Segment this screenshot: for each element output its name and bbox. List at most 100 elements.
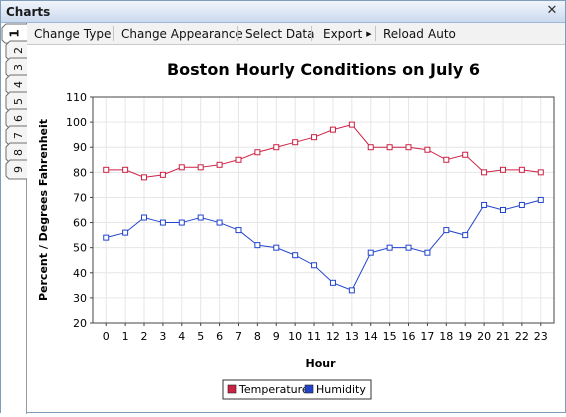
tab-5[interactable]: 5	[5, 91, 27, 112]
data-point	[537, 196, 544, 203]
legend-label: Humidity	[316, 383, 366, 396]
tab-9[interactable]: 9	[5, 159, 27, 180]
data-point	[537, 169, 544, 176]
x-tick-label: 3	[159, 330, 166, 343]
series-humidity	[103, 196, 544, 294]
tab-3[interactable]: 3	[5, 57, 27, 78]
x-tick-label: 9	[273, 330, 280, 343]
data-point	[254, 242, 261, 249]
close-icon[interactable]: ✕	[546, 3, 558, 18]
data-point	[159, 171, 166, 178]
x-tick-label: 19	[458, 330, 472, 343]
data-point	[122, 229, 129, 236]
data-point	[462, 151, 469, 158]
data-point	[367, 249, 374, 256]
tab-shape	[5, 159, 27, 180]
tab-4[interactable]: 4	[5, 74, 27, 95]
title-bar: Charts ✕	[1, 1, 565, 23]
export-label: Export	[323, 27, 363, 41]
toolbar-separator	[113, 26, 114, 41]
data-point	[159, 219, 166, 226]
tab-label: 8	[12, 149, 25, 156]
data-point	[273, 244, 280, 251]
data-point	[405, 144, 412, 151]
legend-box	[222, 379, 372, 400]
x-tick-label: 5	[197, 330, 204, 343]
x-tick-label: 10	[288, 330, 302, 343]
select-data-button[interactable]: Select Data	[245, 27, 315, 41]
data-point	[216, 161, 223, 168]
data-point	[292, 252, 299, 259]
y-tick-label: 40	[73, 267, 87, 280]
tab-strip: 1 2 3 4 5 6 7 8 9	[1, 23, 27, 180]
data-point	[443, 227, 450, 234]
data-point	[424, 249, 431, 256]
data-point	[443, 156, 450, 163]
data-point	[518, 201, 525, 208]
data-point	[178, 219, 185, 226]
chart-tabs: 1 2 3 4 5 6 7 8 9	[1, 23, 27, 414]
change-appearance-button[interactable]: Change Appearance	[121, 27, 243, 41]
tab-label: 9	[12, 166, 25, 173]
legend-label: Temperature	[238, 383, 309, 396]
x-tick-label: 23	[534, 330, 548, 343]
data-point	[499, 207, 506, 213]
data-point	[216, 219, 223, 226]
y-axis-label: Percent / Degrees Fahrenheit	[37, 119, 50, 301]
x-tick-label: 22	[515, 330, 529, 343]
chevron-right-icon: ▶	[366, 30, 372, 38]
series-line	[106, 124, 541, 178]
data-point	[405, 244, 412, 251]
x-tick-label: 2	[141, 330, 148, 343]
data-point	[235, 156, 242, 163]
data-point	[141, 174, 148, 181]
data-point	[197, 214, 204, 221]
plot-border	[92, 96, 555, 324]
tab-label: 6	[12, 115, 25, 122]
data-point	[178, 164, 185, 171]
legend-swatch	[304, 384, 314, 394]
data-point	[348, 121, 355, 128]
toolbar-separator	[237, 26, 238, 41]
line-chart: Boston Hourly Conditions on July 6203040…	[37, 60, 555, 400]
x-tick-label: 14	[364, 330, 378, 343]
data-point	[499, 166, 506, 173]
data-point	[386, 144, 393, 151]
x-tick-label: 18	[439, 330, 453, 343]
data-point	[367, 144, 374, 151]
tab-label: 4	[12, 81, 25, 88]
x-tick-label: 1	[122, 330, 129, 343]
data-point	[103, 234, 110, 241]
x-tick-label: 21	[496, 330, 510, 343]
tab-1[interactable]: 1	[1, 23, 27, 44]
tab-6[interactable]: 6	[5, 108, 27, 129]
data-point	[273, 144, 280, 151]
x-tick-label: 15	[383, 330, 397, 343]
tab-7[interactable]: 7	[5, 125, 27, 146]
data-point	[329, 279, 336, 286]
x-tick-label: 13	[345, 330, 359, 343]
y-tick-label: 100	[66, 116, 87, 129]
tab-label: 5	[12, 98, 25, 105]
x-tick-label: 16	[402, 330, 416, 343]
data-point	[348, 287, 355, 294]
export-menu[interactable]: Export ▶	[323, 27, 372, 41]
legend-swatch	[227, 384, 237, 394]
data-point	[386, 244, 393, 251]
tab-8[interactable]: 8	[5, 142, 27, 163]
x-axis-label: Hour	[305, 357, 336, 370]
data-point	[254, 149, 261, 156]
x-tick-label: 6	[216, 330, 223, 343]
y-tick-label: 50	[73, 242, 87, 255]
toolbar: Change Type Change Appearance Select Dat…	[27, 23, 565, 45]
data-point	[329, 126, 336, 133]
auto-button[interactable]: Auto	[428, 27, 456, 41]
change-type-button[interactable]: Change Type	[34, 27, 112, 41]
tab-label: 7	[12, 132, 25, 139]
reload-button[interactable]: Reload	[383, 27, 424, 41]
x-tick-label: 4	[178, 330, 185, 343]
y-tick-label: 90	[73, 141, 87, 154]
data-point	[311, 262, 318, 269]
x-tick-label: 7	[235, 330, 242, 343]
tab-2[interactable]: 2	[5, 40, 27, 61]
